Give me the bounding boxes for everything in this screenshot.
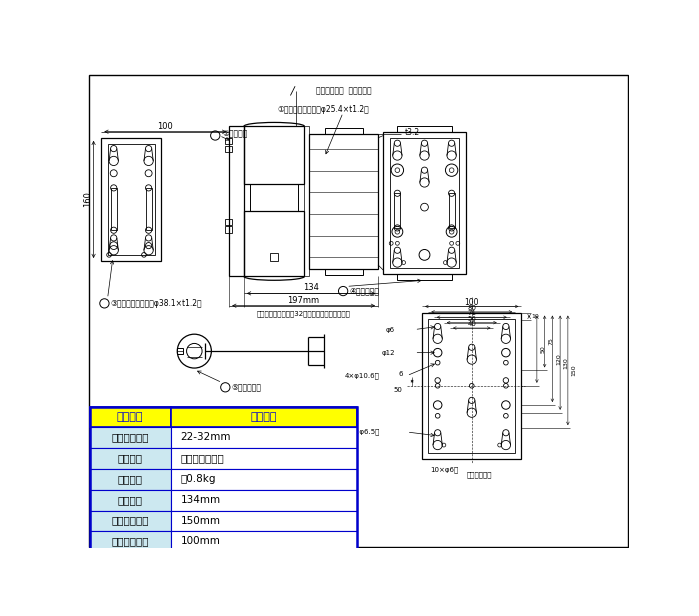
- Text: 4×φ10.6孔: 4×φ10.6孔: [345, 373, 380, 379]
- Text: 150: 150: [572, 365, 577, 376]
- Text: 80: 80: [467, 305, 476, 311]
- Text: 160: 160: [83, 192, 92, 208]
- Text: 100: 100: [465, 298, 479, 307]
- Text: ③　マスト取付筒（φ38.1×t1.2）: ③ マスト取付筒（φ38.1×t1.2）: [110, 299, 202, 308]
- Bar: [171, 428, 357, 448]
- Bar: [171, 531, 357, 552]
- Bar: [397, 126, 452, 132]
- Text: 10: 10: [531, 314, 539, 319]
- Text: t3.2: t3.2: [405, 128, 420, 137]
- Text: 120: 120: [556, 353, 561, 365]
- Bar: [89, 531, 171, 552]
- Bar: [89, 448, 171, 469]
- Bar: [324, 128, 363, 134]
- Text: 40: 40: [468, 321, 476, 327]
- Text: 約0.8kg: 約0.8kg: [180, 474, 216, 484]
- Bar: [449, 193, 455, 228]
- Bar: [171, 511, 357, 531]
- Bar: [244, 211, 304, 277]
- Text: 134mm: 134mm: [180, 495, 220, 505]
- Text: 10×φ6孔: 10×φ6孔: [430, 466, 458, 473]
- Bar: [224, 138, 232, 144]
- Bar: [244, 126, 304, 184]
- Text: 突出し長: 突出し長: [117, 495, 143, 505]
- Text: 56: 56: [468, 316, 476, 322]
- Bar: [178, 348, 183, 354]
- Bar: [89, 469, 171, 490]
- Text: 6×φ6.5孔: 6×φ6.5孔: [350, 429, 380, 436]
- Bar: [422, 312, 521, 459]
- Text: 壁面取付部縦: 壁面取付部縦: [111, 516, 149, 525]
- Text: ベース筒寸法: ベース筒寸法: [467, 471, 492, 477]
- Text: 75: 75: [548, 338, 554, 346]
- Text: 100mm: 100mm: [180, 537, 220, 546]
- Bar: [89, 511, 171, 531]
- Bar: [394, 193, 401, 228]
- Text: 71: 71: [467, 310, 476, 317]
- Text: 134: 134: [303, 283, 319, 293]
- Text: 150mm: 150mm: [180, 516, 220, 525]
- Text: 項　　目: 項 目: [117, 411, 143, 421]
- Bar: [171, 490, 357, 511]
- Text: （寸法は、マスト径32を取付けた場合を示す）: （寸法は、マスト径32を取付けた場合を示す）: [257, 310, 350, 317]
- Bar: [145, 188, 152, 230]
- Text: 事　　柄: 事 柄: [251, 411, 278, 421]
- Bar: [324, 269, 363, 275]
- Text: 重　　量: 重 量: [117, 474, 143, 484]
- Bar: [428, 318, 515, 453]
- Text: ②　ボルト: ② ボルト: [222, 129, 247, 139]
- Text: φ6: φ6: [386, 326, 395, 333]
- Bar: [384, 132, 466, 274]
- Text: 50: 50: [540, 346, 546, 353]
- Bar: [250, 184, 298, 211]
- Text: 6: 6: [398, 371, 403, 377]
- Text: 適用マスト径: 適用マスト径: [111, 432, 149, 442]
- Bar: [397, 274, 452, 280]
- Text: 摘　　要: 摘 要: [117, 453, 143, 463]
- Bar: [389, 138, 459, 268]
- Bar: [108, 144, 154, 255]
- Bar: [224, 226, 232, 232]
- Text: 22-32mm: 22-32mm: [180, 432, 231, 442]
- Bar: [224, 219, 232, 225]
- Text: 130: 130: [564, 357, 569, 368]
- Text: 100: 100: [157, 122, 173, 131]
- Bar: [224, 145, 232, 152]
- Bar: [304, 126, 309, 277]
- Bar: [101, 138, 161, 261]
- Bar: [89, 490, 171, 511]
- Text: 壁面取付部幅: 壁面取付部幅: [111, 537, 149, 546]
- Bar: [89, 407, 171, 428]
- Bar: [89, 428, 171, 448]
- Bar: [171, 448, 357, 469]
- Bar: [89, 407, 357, 552]
- Text: 適合マスト径  ２２～３２: 適合マスト径 ２２～３２: [316, 86, 372, 95]
- Text: ①　突出しパイプ（φ25.4×t1.2）: ① 突出しパイプ（φ25.4×t1.2）: [278, 105, 369, 114]
- Bar: [171, 469, 357, 490]
- Text: ⑤　止め金具: ⑤ 止め金具: [231, 383, 261, 392]
- Bar: [171, 407, 357, 428]
- Bar: [110, 188, 117, 230]
- Text: 50: 50: [394, 387, 403, 392]
- Text: 溶融亜邉めっき: 溶融亜邉めっき: [180, 453, 224, 463]
- Bar: [309, 134, 378, 269]
- Text: φ12: φ12: [382, 350, 395, 355]
- Bar: [229, 126, 244, 277]
- Text: 197mm: 197mm: [287, 296, 319, 305]
- Bar: [271, 253, 278, 261]
- Text: ④　ベース筒: ④ ベース筒: [350, 286, 380, 296]
